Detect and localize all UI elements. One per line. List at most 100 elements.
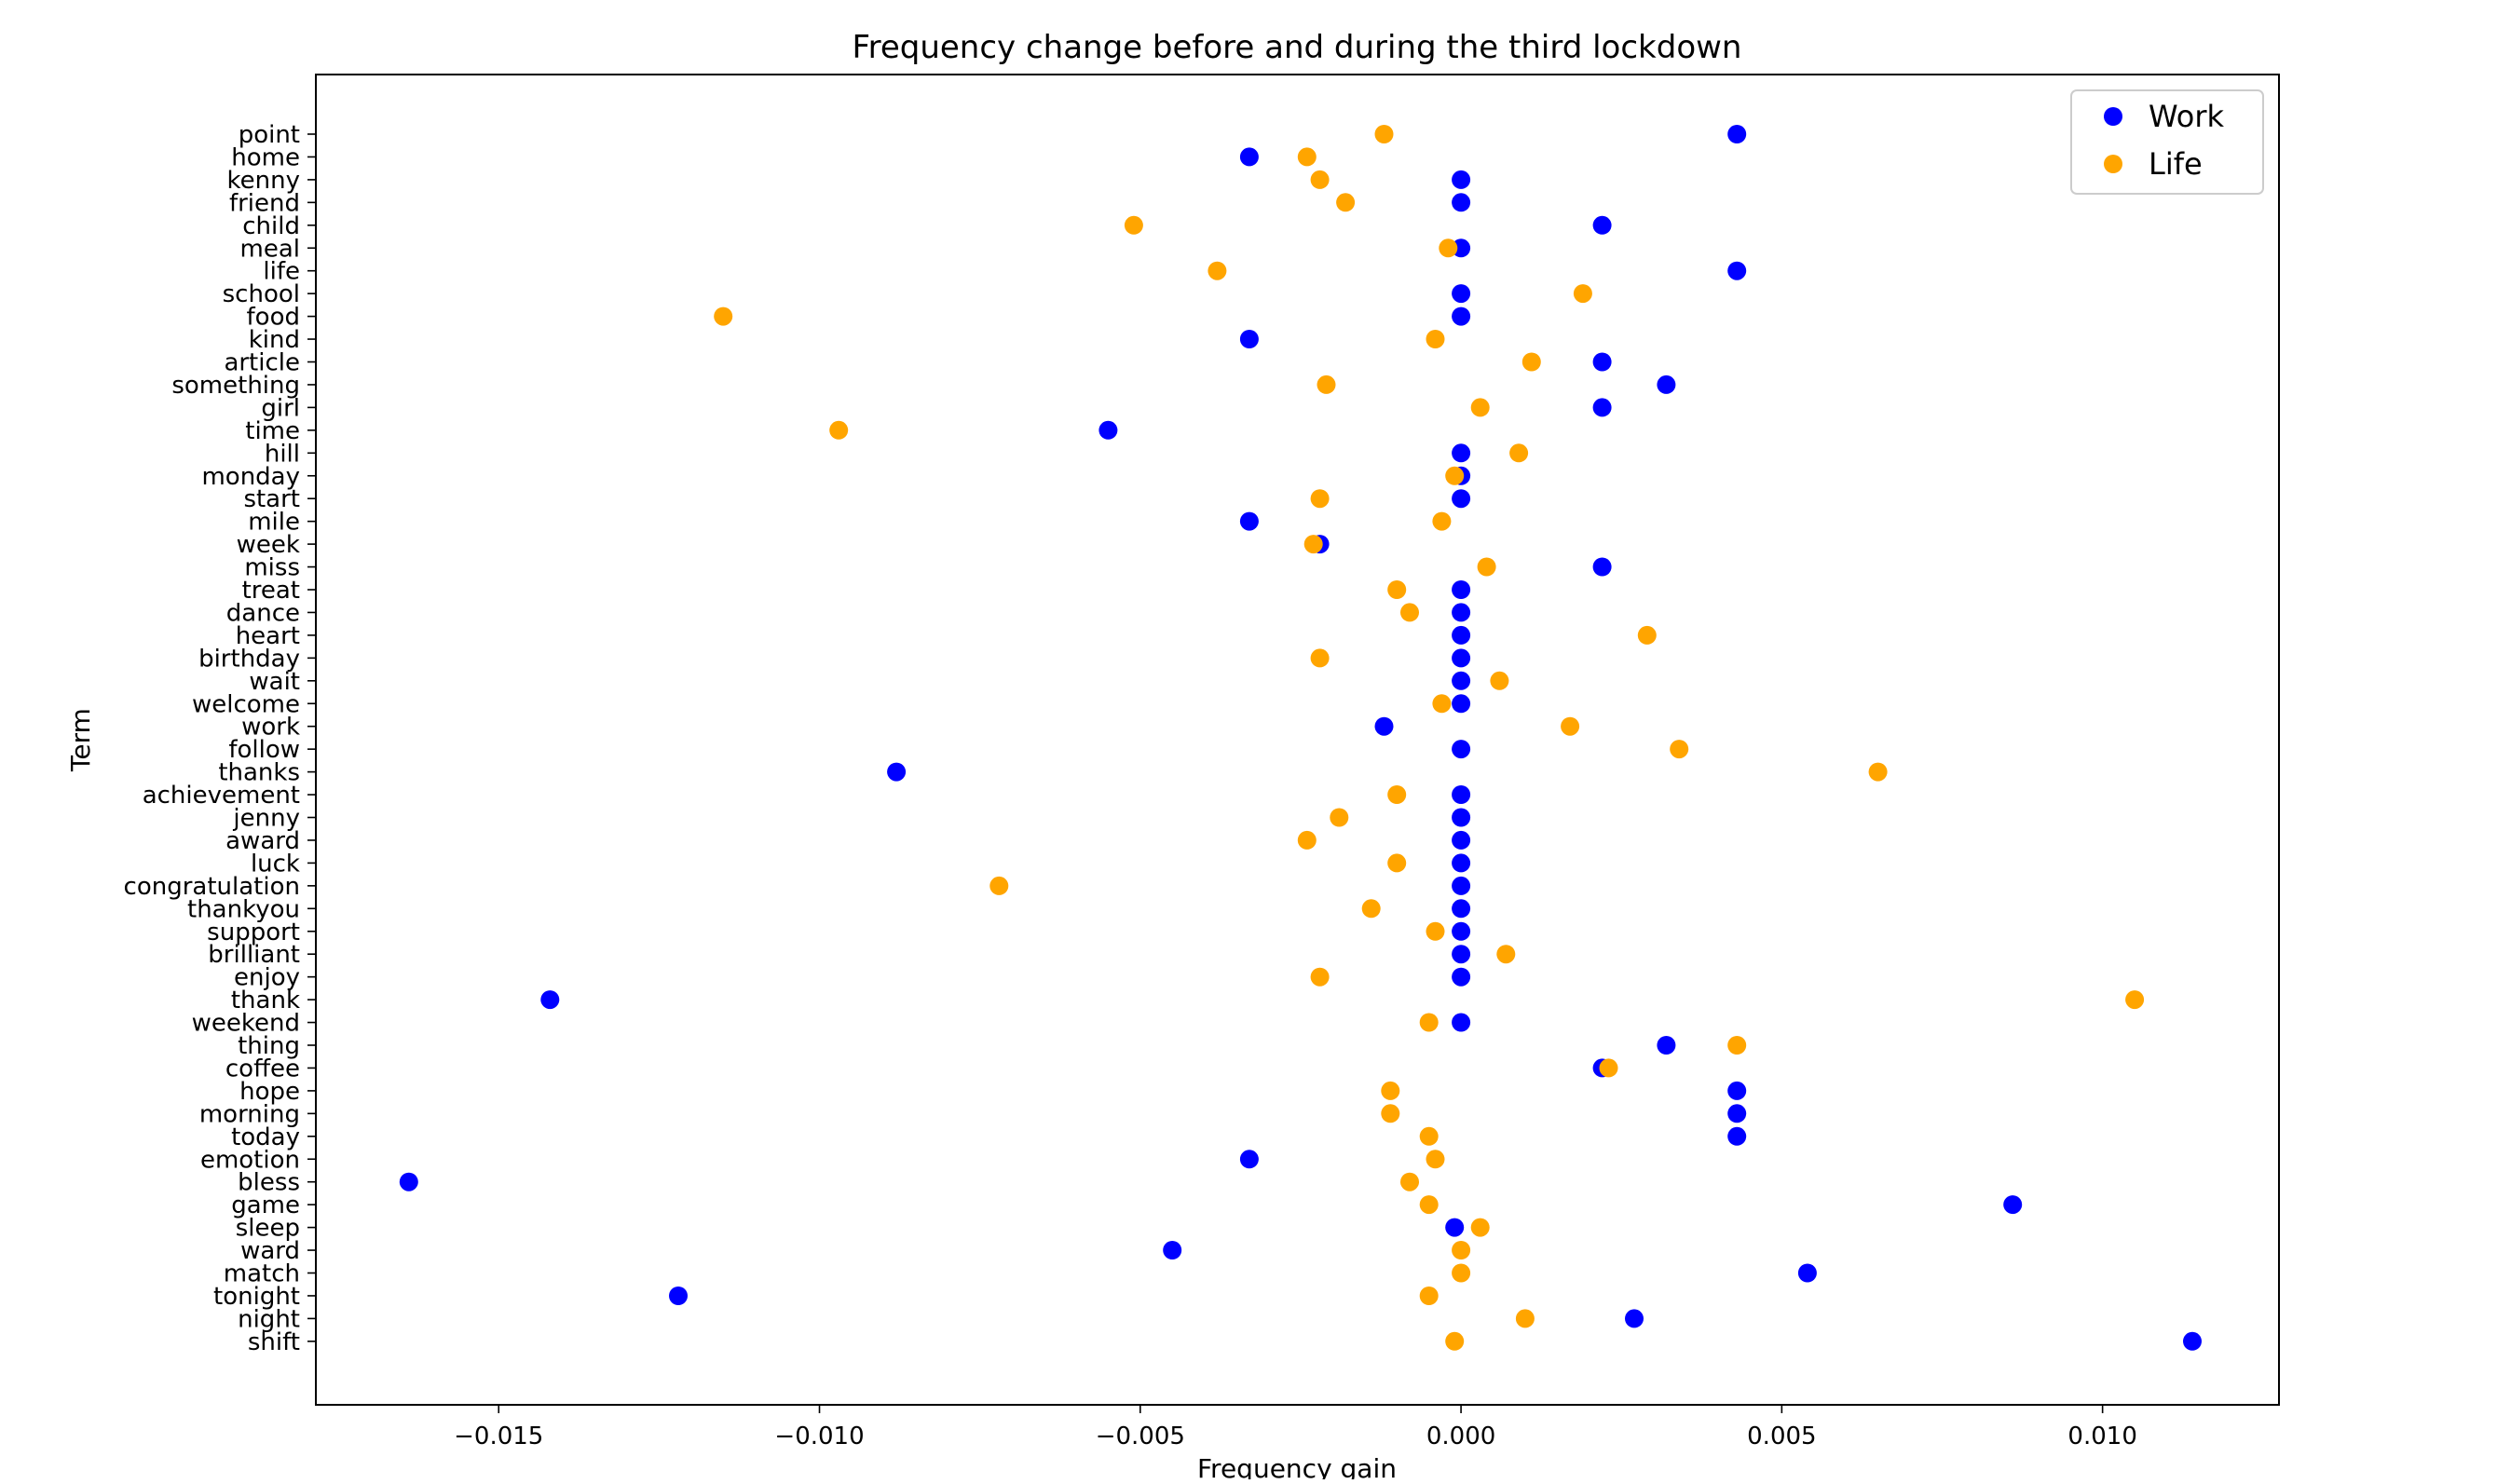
point-life-bless [1400, 1172, 1419, 1191]
y-tick-label: follow [228, 736, 300, 764]
point-life-luck [1387, 853, 1407, 873]
point-life-mile [1432, 511, 1452, 531]
point-work-bless [399, 1172, 418, 1191]
point-work-miss [1592, 557, 1612, 577]
y-axis: pointhomekennyfriendchildmeallifeschoolf… [124, 121, 316, 1356]
point-life-birthday [1310, 648, 1330, 668]
y-tick-label: welcome [192, 690, 300, 718]
point-life-morning [1381, 1104, 1400, 1123]
point-work-child [1592, 215, 1612, 235]
y-tick-label: miss [244, 554, 300, 582]
point-life-thankyou [1361, 899, 1381, 919]
legend-marker-life [2104, 155, 2122, 173]
point-work-shift [2183, 1331, 2202, 1351]
y-tick-label: morning [199, 1100, 300, 1128]
y-tick-label: girl [261, 394, 300, 422]
y-tick-label: life [263, 258, 300, 286]
point-life-tonight [1419, 1287, 1439, 1305]
point-life-game [1419, 1195, 1439, 1215]
point-work-time [1098, 420, 1118, 440]
y-tick-label: week [237, 531, 300, 559]
y-tick-label: match [224, 1260, 300, 1288]
y-tick-label: brilliant [208, 941, 300, 969]
point-life-kenny [1310, 170, 1330, 189]
y-tick-label: birthday [198, 645, 300, 673]
point-life-thanks [1868, 762, 1888, 782]
y-tick-label: food [247, 304, 300, 332]
point-work-thankyou [1452, 899, 1471, 919]
y-tick-label: mile [248, 509, 300, 537]
y-tick-label: tonight [213, 1283, 300, 1311]
point-life-meal [1439, 238, 1458, 258]
y-axis-label: Term [65, 708, 96, 772]
point-life-something [1317, 374, 1336, 394]
legend: Work Life [2070, 89, 2264, 195]
y-tick-label: ward [240, 1237, 300, 1265]
y-tick-label: dance [226, 599, 300, 627]
x-axis-label: Frequency gain [1197, 1453, 1397, 1479]
point-life-start [1310, 489, 1330, 509]
point-life-child [1124, 215, 1143, 235]
y-tick-label: hill [265, 440, 300, 468]
point-work-article [1592, 352, 1612, 372]
point-work-emotion [1239, 1150, 1259, 1169]
point-life-treat [1387, 580, 1407, 599]
point-life-dance [1400, 603, 1419, 622]
point-life-time [829, 420, 849, 440]
point-life-brilliant [1496, 945, 1516, 964]
y-tick-label: work [241, 714, 300, 742]
y-tick-label: meal [240, 235, 300, 263]
point-work-follow [1452, 740, 1471, 759]
x-tick-label: −0.015 [454, 1423, 543, 1450]
point-work-kind [1239, 330, 1259, 348]
point-work-dance [1452, 603, 1471, 622]
legend-marker-work [2104, 107, 2122, 126]
point-work-mile [1239, 511, 1259, 531]
point-life-girl [1470, 398, 1490, 417]
point-work-match [1797, 1263, 1817, 1283]
point-work-birthday [1452, 648, 1471, 668]
point-life-achievement [1387, 785, 1407, 804]
point-work-home [1239, 147, 1259, 167]
point-work-something [1657, 374, 1676, 394]
point-life-food [714, 306, 733, 326]
point-life-hope [1381, 1081, 1400, 1100]
y-tick-label: coffee [225, 1055, 300, 1082]
point-life-kind [1426, 330, 1445, 348]
y-tick-label: thing [238, 1032, 300, 1060]
y-tick-label: shift [248, 1328, 300, 1356]
point-life-night [1515, 1309, 1535, 1328]
point-life-award [1297, 830, 1317, 850]
point-life-jenny [1330, 808, 1349, 827]
point-work-night [1625, 1309, 1644, 1328]
point-work-hope [1727, 1081, 1747, 1100]
point-life-thank [2125, 990, 2145, 1010]
point-work-luck [1452, 853, 1471, 873]
point-work-work [1374, 716, 1394, 736]
y-tick-label: hope [239, 1078, 300, 1106]
point-life-article [1521, 352, 1541, 372]
y-tick-label: heart [236, 622, 300, 650]
plot-frame [315, 74, 2280, 1406]
point-life-heart [1637, 625, 1657, 645]
point-work-brilliant [1452, 945, 1471, 964]
point-work-achievement [1452, 785, 1471, 804]
y-tick-label: start [243, 485, 300, 513]
point-life-thing [1727, 1036, 1747, 1055]
y-tick-label: thankyou [187, 895, 300, 923]
point-work-game [2003, 1195, 2023, 1215]
point-work-ward [1163, 1241, 1182, 1259]
point-work-heart [1452, 625, 1471, 645]
y-tick-label: enjoy [234, 964, 300, 992]
point-life-work [1561, 716, 1580, 736]
point-life-school [1573, 284, 1592, 304]
point-work-support [1452, 921, 1471, 941]
point-work-morning [1727, 1104, 1747, 1123]
point-work-thanks [887, 762, 907, 782]
y-tick-label: game [231, 1191, 300, 1219]
point-life-life [1208, 261, 1227, 280]
point-work-kenny [1452, 170, 1471, 189]
point-work-weekend [1452, 1013, 1471, 1032]
point-life-hill [1509, 443, 1529, 463]
point-life-shift [1445, 1331, 1465, 1351]
